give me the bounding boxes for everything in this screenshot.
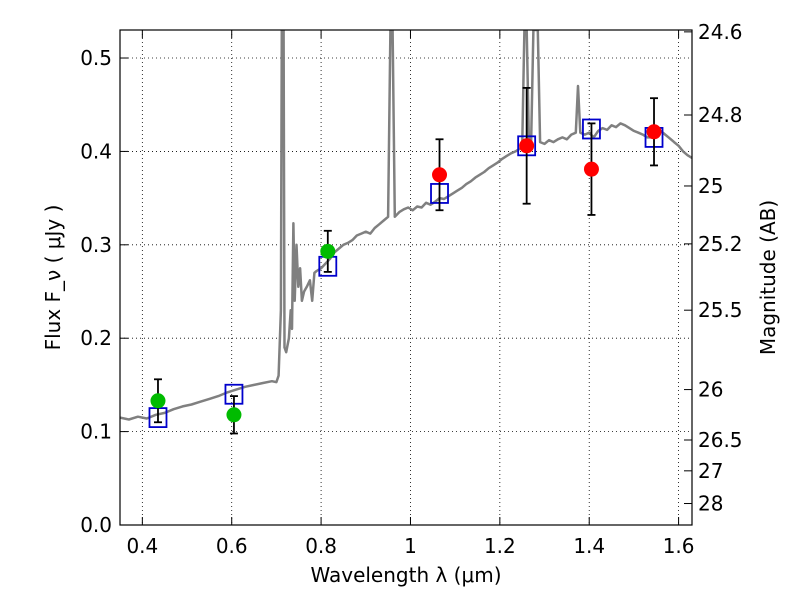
right-tick-label: 28 bbox=[698, 492, 723, 516]
right-tick-label: 24.8 bbox=[698, 103, 743, 127]
right-tick-label: 25 bbox=[698, 174, 723, 198]
right-tick-label: 27 bbox=[698, 459, 723, 483]
x-tick-label: 1 bbox=[404, 534, 417, 558]
y-axis-label: Flux F_ν ( μJy ) bbox=[41, 205, 65, 351]
right-tick-label: 25.5 bbox=[698, 298, 743, 322]
y-tick-label: 0.4 bbox=[80, 139, 112, 163]
spectrum-layer bbox=[120, 30, 692, 421]
photometry-point bbox=[519, 138, 535, 154]
plot-frame bbox=[119, 29, 693, 526]
axis-ticks: 0.4 0.6 0.8 1 1.2 1.4 1.6 0.0 0.1 0.2 0.3 0.4 0.5 24.… bbox=[80, 20, 742, 558]
x-tick-label: 1.2 bbox=[484, 534, 516, 558]
y-tick-label: 0.2 bbox=[80, 326, 112, 350]
photometry-point bbox=[432, 167, 448, 183]
x-tick-label: 0.4 bbox=[126, 534, 158, 558]
x-tick-label: 1.4 bbox=[573, 534, 605, 558]
x-axis-label: Wavelength λ (μm) bbox=[310, 563, 501, 587]
right-tick-label: 24.6 bbox=[698, 20, 743, 44]
photometry-point bbox=[150, 393, 166, 409]
right-tick-label: 25.2 bbox=[698, 232, 743, 256]
markers-layer bbox=[148, 87, 664, 435]
photometry-point bbox=[646, 124, 662, 140]
photometry-point bbox=[226, 407, 242, 423]
photometry-point bbox=[320, 243, 336, 259]
x-tick-label: 1.6 bbox=[663, 534, 695, 558]
photometry-point bbox=[583, 161, 599, 177]
y-tick-label: 0.1 bbox=[80, 420, 112, 444]
y-tick-label: 0.3 bbox=[80, 233, 112, 257]
right-tick-label: 26.5 bbox=[698, 428, 743, 452]
grid-lines bbox=[120, 30, 692, 526]
x-tick-label: 0.8 bbox=[305, 534, 337, 558]
y-tick-label: 0.0 bbox=[80, 513, 112, 537]
spectrum-line bbox=[120, 30, 692, 421]
x-tick-label: 0.6 bbox=[216, 534, 248, 558]
right-tick-label: 26 bbox=[698, 378, 723, 402]
right-y-axis-label: Magnitude (AB) bbox=[756, 200, 780, 355]
y-tick-label: 0.5 bbox=[80, 46, 112, 70]
